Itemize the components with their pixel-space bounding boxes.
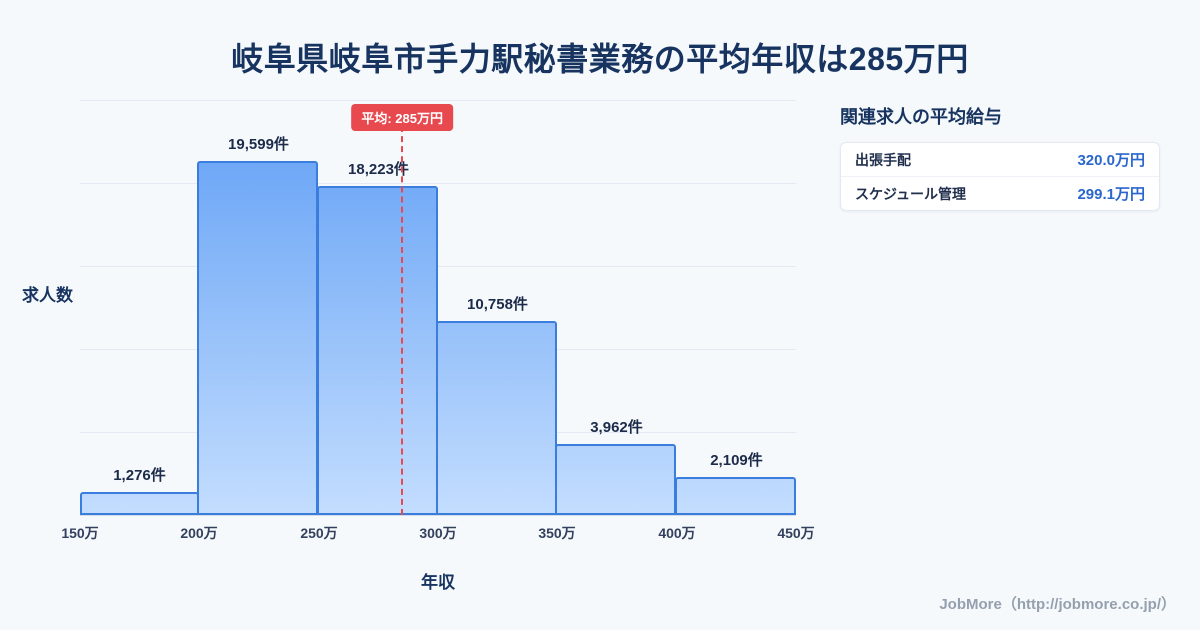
bar-value-label: 18,223件 [348,161,409,178]
footer-credit: JobMore（http://jobmore.co.jp/） [939,596,1176,613]
related-salaries-card: 出張手配 320.0万円 スケジュール管理 299.1万円 [840,142,1160,211]
page-title: 岐阜県岐阜市手力駅秘書業務の平均年収は285万円 [231,41,969,77]
histogram-bar [80,492,199,515]
x-axis-ticks: 150万 200万 250万 300万 350万 400万 450万 [61,523,814,543]
histogram-plot-area: 平均: 285万円 1,276件 19,599件 18,223件 10,758件 3,9… [80,100,796,516]
average-line [401,126,404,515]
bar-value-label: 3,962件 [590,419,643,436]
job-name: 出張手配 [855,151,911,168]
x-tick-label: 200万 [180,525,218,541]
x-tick-label: 350万 [538,525,576,541]
bar-value-label: 1,276件 [113,467,166,484]
gridline [80,183,796,184]
bar-value-label: 10,758件 [467,296,528,313]
job-salary: 299.1万円 [1077,186,1145,203]
job-name: スケジュール管理 [855,185,967,202]
histogram-bar [436,321,557,515]
bar-value-label: 2,109件 [710,452,763,469]
x-tick-label: 250万 [300,525,338,541]
job-salary: 320.0万円 [1077,152,1145,169]
x-tick-label: 300万 [419,525,457,541]
x-tick-label: 150万 [61,525,99,541]
related-salaries-heading: 関連求人の平均給与 [840,107,1002,127]
y-axis-label: 求人数 [22,286,73,305]
gridline [80,266,796,267]
gridline [80,100,796,101]
bar-value-label: 19,599件 [228,136,289,153]
x-axis-label: 年収 [421,573,455,592]
x-tick-label: 400万 [658,525,696,541]
x-tick-label: 450万 [777,525,815,541]
histogram-bar [555,444,676,515]
histogram-bar [197,161,318,515]
related-salary-row: 出張手配 320.0万円 [841,143,1159,176]
histogram-bar [675,477,796,515]
average-badge: 平均: 285万円 [351,104,454,131]
related-salary-row: スケジュール管理 299.1万円 [841,176,1159,210]
histogram-bar [317,186,438,515]
